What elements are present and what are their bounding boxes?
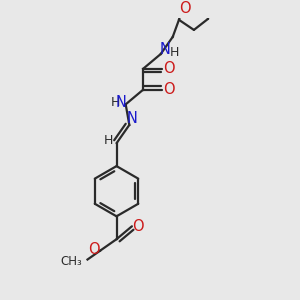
Text: O: O xyxy=(179,1,191,16)
Text: CH₃: CH₃ xyxy=(61,255,82,268)
Text: O: O xyxy=(88,242,100,257)
Text: N: N xyxy=(116,94,127,110)
Text: O: O xyxy=(132,219,144,234)
Text: O: O xyxy=(163,61,175,76)
Text: N: N xyxy=(160,42,170,57)
Text: N: N xyxy=(127,111,138,126)
Text: O: O xyxy=(163,82,175,97)
Text: H: H xyxy=(169,46,179,59)
Text: H: H xyxy=(111,96,121,109)
Text: H: H xyxy=(103,134,113,148)
